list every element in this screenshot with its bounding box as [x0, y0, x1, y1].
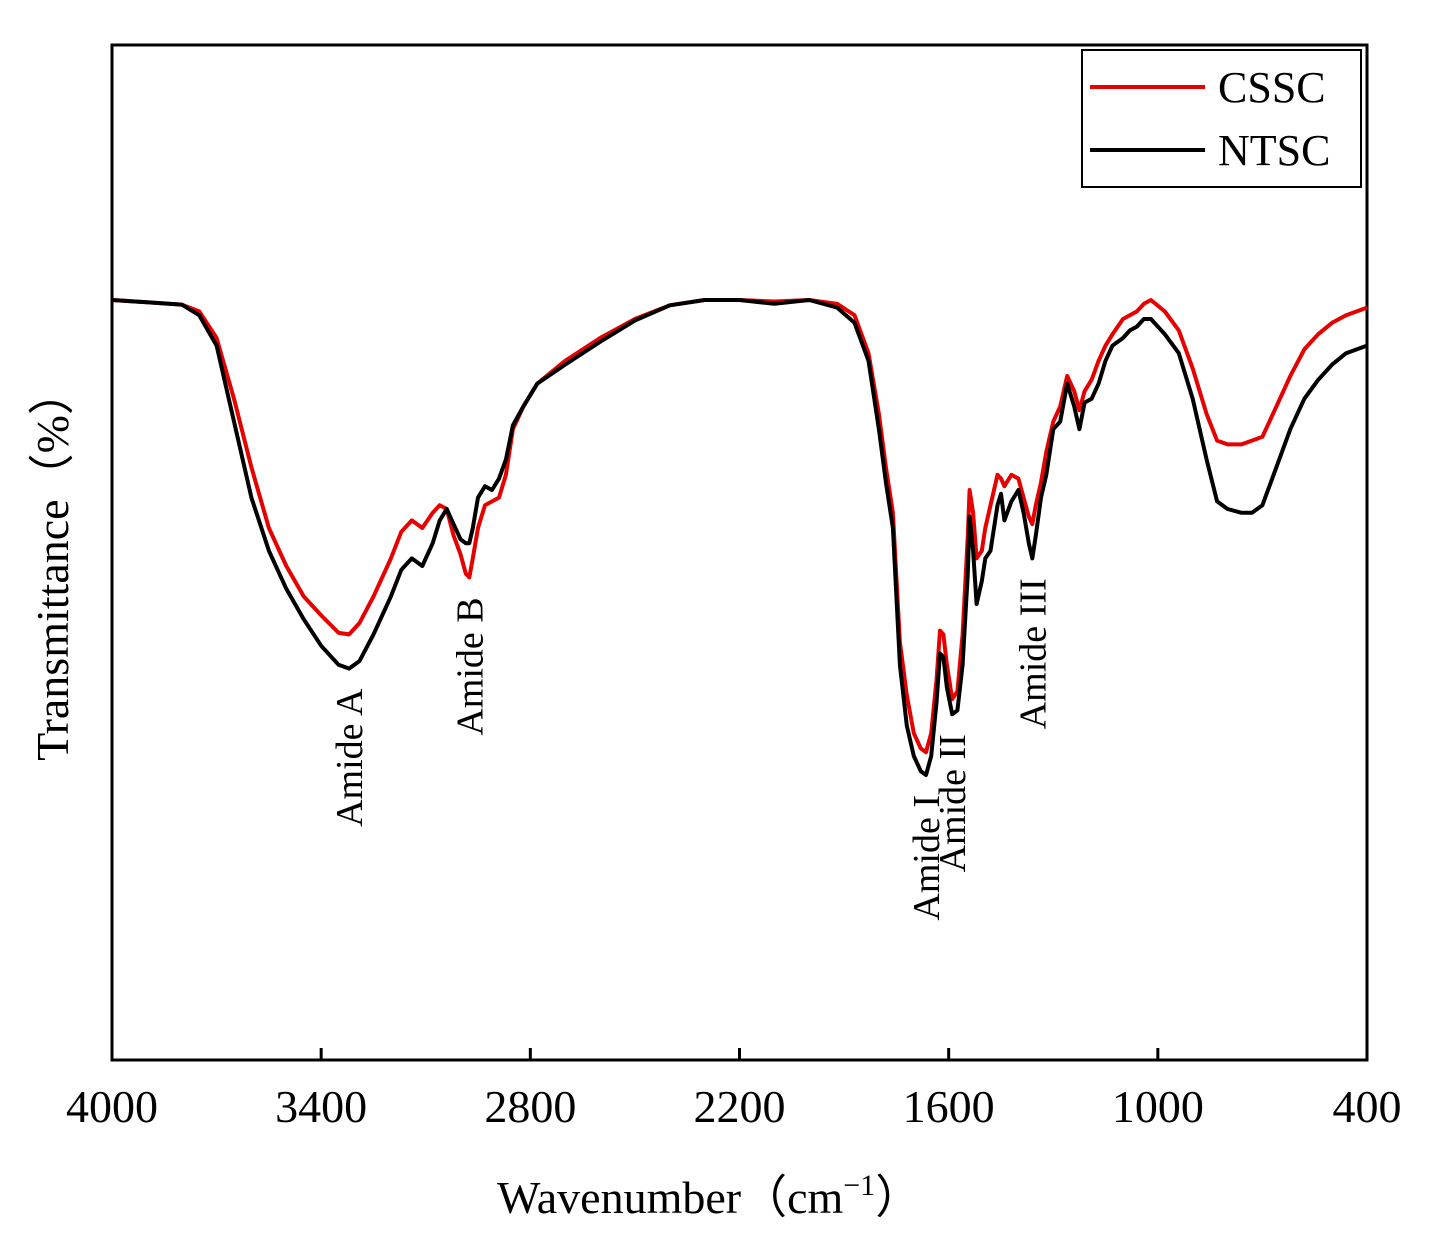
x-tick-label: 4000	[66, 1081, 158, 1132]
peak-label-amide-iii: Amide III	[1012, 578, 1054, 729]
peak-label-amide-ii: Amide II	[932, 734, 974, 872]
plot-frame	[110, 43, 1369, 1062]
legend-label-cssc: CSSC	[1218, 63, 1326, 112]
peak-label-amide-i: Amide I	[906, 795, 948, 921]
x-tick-label: 400	[1333, 1081, 1402, 1132]
legend: CSSC NTSC	[1081, 49, 1362, 188]
x-tick-label: 3400	[275, 1081, 367, 1132]
series-lines	[111, 298, 1368, 777]
peak-label-amide-b: Amide B	[449, 597, 491, 735]
peak-label-amide-a: Amide A	[329, 688, 371, 827]
legend-box	[1081, 49, 1362, 188]
series-line-ntsc	[111, 298, 1368, 777]
x-tick-label: 2800	[484, 1081, 576, 1132]
x-axis-ticks: 4000 3400 2800 2200 1600 1000 400	[66, 1048, 1402, 1132]
y-axis-title: Transmittance（%）	[27, 369, 78, 761]
legend-label-ntsc: NTSC	[1218, 126, 1330, 175]
x-tick-label: 1600	[903, 1081, 995, 1132]
x-tick-label: 1000	[1112, 1081, 1204, 1132]
series-line-cssc	[111, 298, 1368, 755]
x-tick-label: 2200	[694, 1081, 786, 1132]
x-axis-title: Wavenumber（cm−1）	[497, 1169, 921, 1223]
